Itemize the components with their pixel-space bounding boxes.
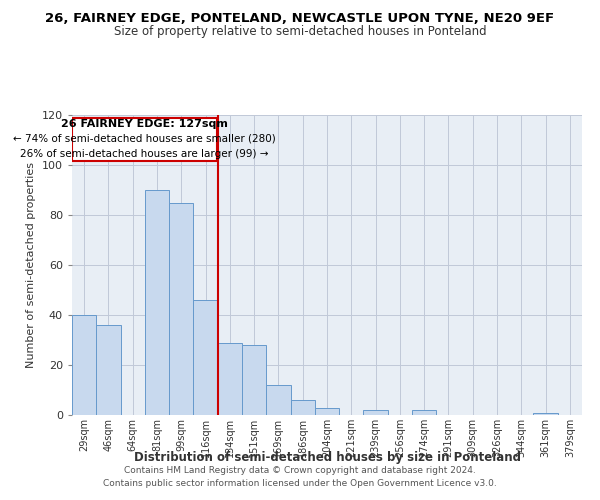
Text: 26 FAIRNEY EDGE: 127sqm: 26 FAIRNEY EDGE: 127sqm (61, 118, 227, 128)
Bar (169, 202, 193, 415)
Bar (72, 315, 96, 415)
Bar (266, 385, 290, 415)
Text: Contains HM Land Registry data © Crown copyright and database right 2024.
Contai: Contains HM Land Registry data © Crown c… (103, 466, 497, 487)
Bar (290, 400, 315, 415)
Bar (72, 118, 217, 161)
Bar (533, 412, 558, 415)
Bar (412, 410, 436, 415)
Bar (193, 300, 218, 415)
Text: 26, FAIRNEY EDGE, PONTELAND, NEWCASTLE UPON TYNE, NE20 9EF: 26, FAIRNEY EDGE, PONTELAND, NEWCASTLE U… (46, 12, 554, 26)
Bar (96, 325, 121, 415)
Bar (218, 342, 242, 415)
Text: Size of property relative to semi-detached houses in Ponteland: Size of property relative to semi-detach… (113, 25, 487, 38)
Text: Distribution of semi-detached houses by size in Ponteland: Distribution of semi-detached houses by … (133, 451, 521, 464)
Bar (145, 190, 169, 415)
Text: 26% of semi-detached houses are larger (99) →: 26% of semi-detached houses are larger (… (20, 149, 269, 159)
Text: ← 74% of semi-detached houses are smaller (280): ← 74% of semi-detached houses are smalle… (13, 134, 275, 144)
Bar (315, 408, 339, 415)
Y-axis label: Number of semi-detached properties: Number of semi-detached properties (26, 162, 36, 368)
Bar (242, 345, 266, 415)
Bar (364, 410, 388, 415)
